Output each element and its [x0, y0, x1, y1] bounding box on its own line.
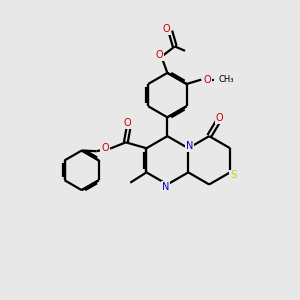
- Text: O: O: [216, 113, 223, 124]
- Text: O: O: [124, 118, 131, 128]
- Text: O: O: [163, 24, 171, 34]
- Text: N: N: [186, 141, 194, 151]
- Text: N: N: [162, 182, 169, 192]
- Text: O: O: [155, 50, 163, 60]
- Text: O: O: [101, 143, 109, 153]
- Text: O: O: [204, 75, 211, 85]
- Text: S: S: [230, 170, 236, 180]
- Text: CH₃: CH₃: [219, 75, 235, 84]
